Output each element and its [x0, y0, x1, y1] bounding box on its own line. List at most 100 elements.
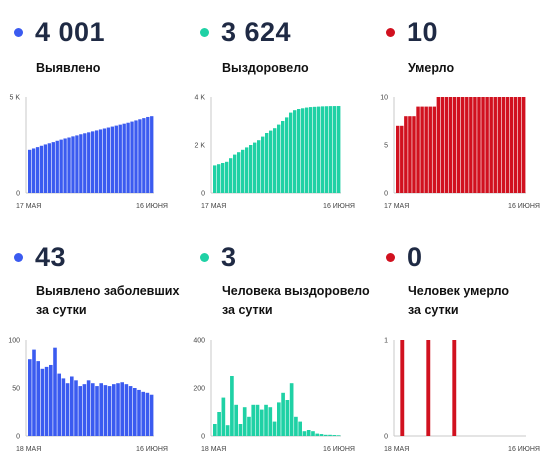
bar	[465, 97, 469, 193]
bar	[146, 116, 150, 193]
bar	[103, 385, 108, 436]
bar	[31, 148, 36, 193]
bar	[35, 147, 40, 193]
bar	[63, 138, 67, 193]
bar	[461, 97, 465, 193]
bar	[333, 106, 337, 193]
bar	[277, 124, 281, 193]
bar	[61, 378, 66, 436]
bar	[91, 131, 95, 193]
bar	[82, 384, 87, 436]
bar	[336, 435, 341, 436]
bar	[229, 158, 233, 193]
y-tick-label: 50	[12, 386, 20, 393]
bar	[289, 383, 294, 436]
bar	[39, 145, 44, 193]
bar	[49, 364, 53, 436]
y-tick-label: 2 K	[194, 143, 205, 150]
bar	[44, 366, 49, 436]
x-tick-label-start: 18 МАЯ	[16, 446, 41, 453]
bar	[251, 404, 256, 436]
bar	[126, 122, 130, 193]
y-tick-label: 0	[16, 434, 20, 441]
bar	[57, 373, 61, 436]
bar	[313, 106, 317, 193]
bar	[325, 106, 329, 193]
x-tick-label-end: 16 ИЮНЯ	[508, 446, 540, 453]
stat-label-line: за сутки	[222, 303, 273, 317]
x-tick-label-start: 18 МАЯ	[201, 446, 226, 453]
y-tick-label: 0	[16, 191, 20, 198]
bar	[124, 384, 129, 436]
bar	[79, 134, 83, 193]
stat-row: 3 624	[200, 12, 291, 52]
bar	[98, 129, 103, 193]
bar	[65, 383, 70, 436]
bar	[71, 136, 75, 193]
stat-label: Выявлено	[36, 59, 100, 78]
bar	[245, 147, 249, 193]
bar	[396, 125, 400, 193]
bar	[513, 97, 518, 193]
bar	[141, 391, 145, 436]
y-tick-label: 0	[384, 434, 388, 441]
bar	[102, 128, 107, 193]
panel-recovered-total: 3 624 Выздоровело	[200, 12, 380, 237]
bar	[319, 434, 324, 436]
stat-value: 3 624	[221, 16, 292, 47]
bar	[264, 404, 268, 436]
stat-label-line: Выздоровело	[222, 61, 309, 75]
bar	[469, 97, 473, 193]
bar	[249, 145, 253, 193]
bar	[70, 376, 74, 436]
bar	[337, 106, 341, 193]
y-tick-label: 0	[201, 191, 205, 198]
panel-recovered-daily: 3 Человека выздоровело за сутки	[200, 237, 380, 462]
bar	[106, 127, 111, 193]
bar	[259, 409, 264, 436]
stat-row: 10	[386, 12, 438, 52]
bar	[317, 106, 321, 193]
bar	[328, 434, 332, 436]
stat-label-line: Выявлено заболевших	[36, 284, 180, 298]
bar	[309, 107, 313, 193]
bar	[225, 425, 230, 436]
bar	[272, 421, 277, 436]
bar	[213, 424, 217, 436]
bar	[118, 124, 122, 193]
panel-detected-total: 4 001 Выявлено	[14, 12, 194, 237]
bar	[137, 389, 141, 436]
bar	[509, 97, 514, 193]
bar	[426, 340, 431, 436]
y-tick-label: 5	[384, 143, 388, 150]
bar	[412, 116, 416, 193]
stat-label: Умерло	[408, 59, 454, 78]
bar	[120, 382, 124, 436]
bar	[94, 130, 99, 193]
bar	[110, 126, 115, 193]
bar	[485, 97, 489, 193]
stat-label-line: за сутки	[408, 303, 459, 317]
x-tick-label-end: 16 ИЮНЯ	[323, 446, 355, 453]
bar	[481, 97, 485, 193]
y-tick-label: 1	[384, 338, 388, 345]
bar	[444, 97, 449, 193]
bar	[517, 97, 522, 193]
stat-label: Человек умерло за сутки	[408, 282, 509, 320]
bar	[75, 135, 79, 193]
bar	[424, 106, 428, 193]
bar	[332, 435, 337, 436]
bar	[315, 433, 320, 436]
bar	[234, 404, 238, 436]
y-tick-label: 200	[193, 386, 205, 393]
bar	[452, 340, 457, 436]
bar	[74, 380, 78, 436]
x-tick-label-start: 17 МАЯ	[16, 203, 41, 210]
bar	[432, 106, 437, 193]
bar	[247, 416, 251, 436]
stat-value: 10	[407, 16, 439, 47]
bar	[138, 119, 142, 193]
y-tick-label: 0	[384, 191, 388, 198]
